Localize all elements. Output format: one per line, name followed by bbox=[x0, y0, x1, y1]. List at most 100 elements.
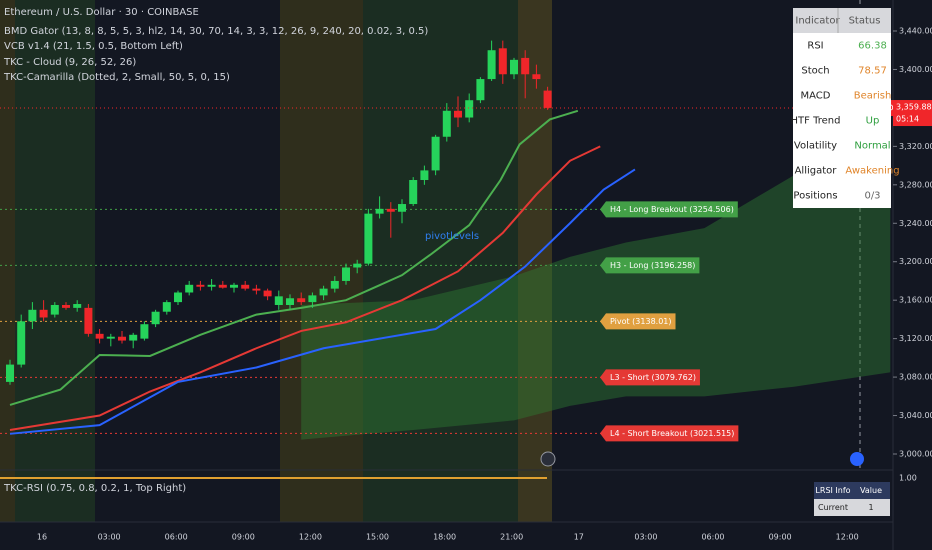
candle-body bbox=[218, 284, 227, 288]
x-tick-label: 16 bbox=[37, 533, 47, 542]
pivot-tag bbox=[600, 257, 700, 274]
y-tick-label: 3,160.00 bbox=[899, 296, 932, 305]
pivot-tag bbox=[600, 313, 676, 330]
annotation: pivotlevels bbox=[425, 231, 479, 242]
pane-title: TKC-RSI (0.75, 0.8, 0.2, 1, Top Right) bbox=[3, 483, 186, 494]
price-label: 3,359.88 bbox=[896, 103, 932, 112]
table-value: Normal bbox=[854, 141, 890, 152]
session-band bbox=[363, 0, 518, 522]
session-band bbox=[0, 0, 15, 522]
table-header bbox=[793, 8, 891, 33]
candle-body bbox=[17, 321, 26, 365]
x-tick-label: 12:00 bbox=[299, 533, 322, 542]
candle-body bbox=[207, 284, 216, 287]
y-tick-label: 3,200.00 bbox=[899, 257, 932, 266]
table-value: 0/3 bbox=[864, 191, 880, 202]
candle-body bbox=[532, 74, 541, 80]
table-cell: Current bbox=[818, 503, 848, 512]
x-tick-label: 15:00 bbox=[366, 533, 389, 542]
candle-body bbox=[140, 324, 149, 339]
y-tick-label: 3,000.00 bbox=[899, 450, 932, 459]
candle-body bbox=[487, 50, 496, 80]
table-header-cell: Indicator bbox=[795, 16, 840, 27]
table-header-cell: Value bbox=[860, 486, 882, 495]
chart-title: Ethereum / U.S. Dollar · 30 · COINBASE bbox=[4, 7, 199, 18]
price-tag bbox=[893, 100, 932, 127]
candle-body bbox=[62, 304, 70, 308]
y-tick-label: 3,320.00 bbox=[899, 142, 932, 151]
y-tick-label: 1.00 bbox=[899, 474, 917, 483]
pivot-tag bbox=[600, 425, 739, 442]
candle-body bbox=[252, 288, 261, 291]
candle-body bbox=[95, 333, 104, 339]
candle-body bbox=[28, 309, 37, 322]
y-tick-label: 3,400.00 bbox=[899, 65, 932, 74]
x-tick-label: 09:00 bbox=[769, 533, 792, 542]
y-tick-label: 3,240.00 bbox=[899, 219, 932, 228]
candle-body bbox=[308, 295, 317, 303]
cloud bbox=[301, 136, 891, 440]
plot-area bbox=[0, 40, 893, 440]
candle-body bbox=[297, 298, 306, 303]
y-tick-label: 3,280.00 bbox=[899, 180, 932, 189]
candle-body bbox=[50, 304, 59, 315]
x-tick-label: 21:00 bbox=[500, 533, 523, 542]
candle-body bbox=[39, 309, 48, 318]
y-tick-label: 3,440.00 bbox=[899, 27, 932, 36]
candle-body bbox=[196, 284, 205, 287]
table-label: Positions bbox=[793, 191, 837, 202]
candle-body bbox=[106, 336, 115, 339]
candle-body bbox=[498, 48, 507, 75]
candle-body bbox=[84, 307, 93, 334]
candle-body bbox=[185, 284, 194, 293]
candle-body bbox=[230, 284, 238, 288]
candle-body bbox=[73, 304, 82, 308]
table-value: 78.57 bbox=[858, 66, 887, 77]
event-icon[interactable] bbox=[850, 452, 864, 466]
table-header-cell: LRSI Info bbox=[815, 486, 850, 495]
pivot-label: L3 - Short (3079.762) bbox=[610, 373, 696, 382]
table-label: MACD bbox=[801, 91, 831, 102]
candle-body bbox=[364, 213, 373, 264]
x-tick-label: 06:00 bbox=[701, 533, 724, 542]
moving-average bbox=[9, 145, 601, 431]
candle-body bbox=[543, 90, 552, 108]
candle-body bbox=[263, 290, 272, 297]
table-label: Volatility bbox=[794, 141, 837, 152]
moving-average bbox=[9, 168, 636, 435]
legend-item: VCB v1.4 (21, 1.5, 0.5, Bottom Left) bbox=[4, 41, 183, 52]
candle-body bbox=[162, 302, 171, 312]
candle-body bbox=[442, 110, 451, 137]
candle-body bbox=[151, 311, 160, 325]
candle-body bbox=[454, 110, 462, 118]
table-background bbox=[793, 8, 891, 208]
x-tick-label: 09:00 bbox=[232, 533, 255, 542]
moving-average bbox=[9, 109, 579, 406]
countdown-label: 05:14 bbox=[896, 115, 919, 124]
candle-body bbox=[286, 298, 294, 305]
legend-item: TKC-Camarilla (Dotted, 2, Small, 50, 5, … bbox=[3, 72, 230, 83]
session-band bbox=[280, 0, 363, 522]
event-icon[interactable] bbox=[540, 451, 556, 467]
session-band bbox=[518, 0, 552, 522]
table-cell: 1 bbox=[868, 503, 873, 512]
candle-body bbox=[342, 267, 350, 281]
candle-body bbox=[129, 334, 138, 341]
session-band bbox=[15, 0, 95, 522]
candle-body bbox=[386, 208, 395, 212]
table-header bbox=[814, 482, 890, 499]
candle-body bbox=[319, 288, 328, 296]
candle-body bbox=[375, 208, 384, 214]
candle-body bbox=[174, 292, 182, 303]
table-label: Alligator bbox=[795, 166, 838, 177]
candle-body bbox=[521, 57, 530, 75]
x-tick-label: 03:00 bbox=[98, 533, 121, 542]
x-tick-label: 17 bbox=[574, 533, 584, 542]
candle-body bbox=[241, 284, 250, 289]
legend-item: TKC - Cloud (9, 26, 52, 26) bbox=[3, 57, 136, 68]
table-label: RSI bbox=[807, 41, 823, 52]
x-tick-label: 18:00 bbox=[433, 533, 456, 542]
candle-body bbox=[353, 263, 362, 268]
candle-body bbox=[420, 170, 429, 181]
